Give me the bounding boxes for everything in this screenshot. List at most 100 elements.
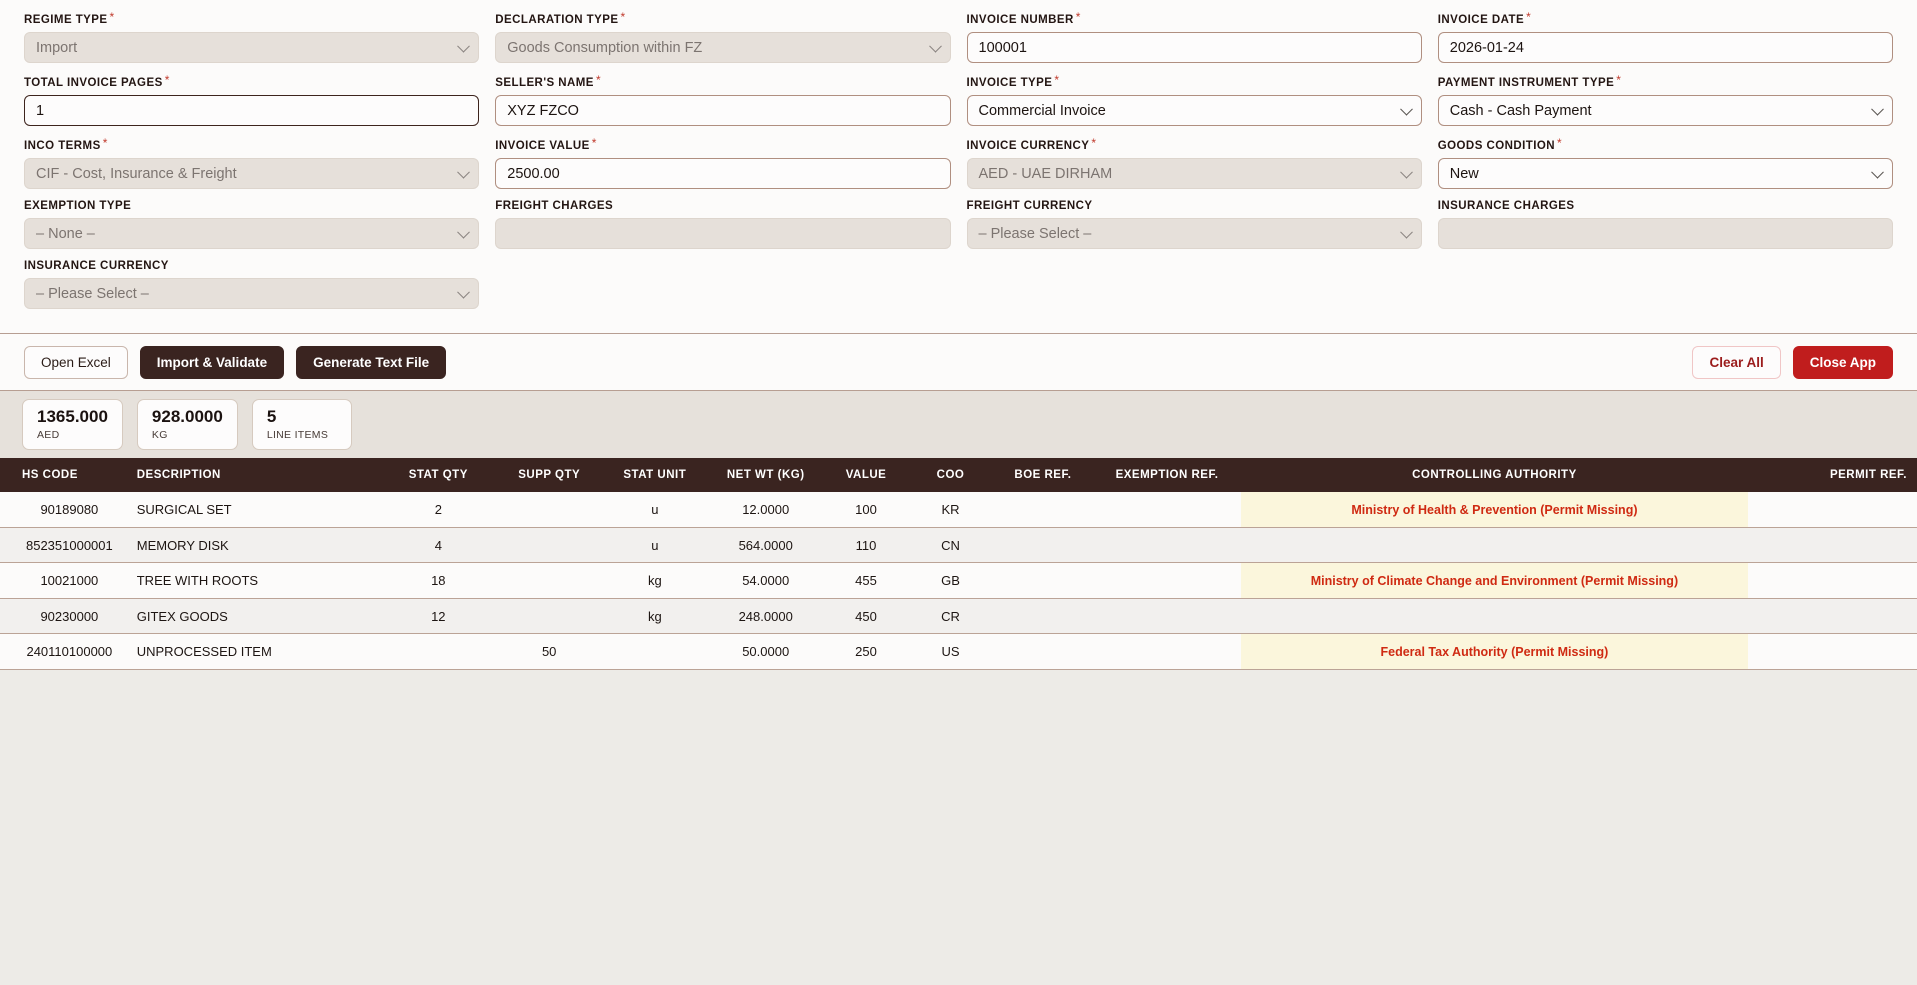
- cell-coo: US: [908, 633, 993, 670]
- column-header[interactable]: CONTROLLING AUTHORITY: [1240, 458, 1748, 492]
- table-row[interactable]: 90189080 SURGICAL SET 2 u 12.0000 100 KR Minist…: [0, 492, 1917, 528]
- cell-description: UNPROCESSED ITEM: [126, 633, 381, 670]
- required-asterisk: *: [591, 136, 597, 150]
- input-total-invoice-pages[interactable]: 1: [24, 95, 480, 126]
- column-header[interactable]: SUPP QTY: [496, 458, 602, 492]
- input-seller-s-name[interactable]: XYZ FZCO: [495, 95, 951, 126]
- cell-hs-code: 852351000001: [0, 527, 127, 563]
- field-label: INSURANCE CHARGES: [1437, 200, 1575, 212]
- cell-supp-qty: [496, 562, 602, 599]
- cell-value: 100: [823, 492, 909, 528]
- column-header[interactable]: COO: [908, 458, 993, 492]
- generate-text-file-button[interactable]: Generate Text File: [296, 345, 447, 379]
- required-asterisk: *: [620, 10, 626, 24]
- cell-controlling-authority: Ministry of Health & Prevention (Permit …: [1240, 492, 1748, 528]
- input-invoice-value[interactable]: 2500.00: [495, 158, 951, 189]
- cell-net-wt: 12.0000: [707, 492, 824, 528]
- field-label: INVOICE CURRENCY: [966, 140, 1090, 152]
- chevron-down-icon: [928, 39, 942, 53]
- form-field-regime-type: REGIME TYPE * Import: [24, 10, 480, 73]
- stat-value: 928.0000: [151, 407, 223, 426]
- cell-description: MEMORY DISK: [126, 527, 381, 563]
- column-header[interactable]: EXEMPTION REF.: [1093, 458, 1241, 492]
- form-field-inco-terms: INCO TERMS * CIF - Cost, Insurance & Freig…: [24, 136, 480, 199]
- select-goods-condition[interactable]: New: [1437, 158, 1893, 189]
- field-value: 1: [36, 102, 45, 119]
- form-field-freight-currency: FREIGHT CURRENCY – Please Select –: [966, 199, 1422, 259]
- column-header[interactable]: VALUE: [823, 458, 909, 492]
- input-invoice-number[interactable]: 100001: [966, 32, 1422, 63]
- cell-net-wt: 248.0000: [707, 598, 824, 634]
- form-field-declaration-type: DECLARATION TYPE * Goods Consumption withi…: [495, 10, 951, 73]
- cell-hs-code: 90189080: [0, 492, 127, 528]
- field-value: 2500.00: [507, 165, 560, 182]
- select-regime-type: Import: [24, 32, 480, 63]
- column-header[interactable]: STAT UNIT: [602, 458, 708, 492]
- field-value: Cash - Cash Payment: [1449, 102, 1592, 119]
- stat-value: 1365.000: [37, 407, 108, 426]
- input-invoice-date[interactable]: 2026-01-24: [1437, 32, 1893, 63]
- field-value: Commercial Invoice: [978, 102, 1106, 119]
- permit-missing-badge: Ministry of Climate Change and Environme…: [1240, 563, 1748, 598]
- field-value: AED - UAE DIRHAM: [978, 165, 1113, 182]
- table-row[interactable]: 852351000001 MEMORY DISK 4 u 564.0000 110 CN: [0, 527, 1917, 563]
- field-value: 2026-01-24: [1449, 39, 1524, 56]
- table-empty-space: [0, 670, 1917, 985]
- required-asterisk: *: [1616, 73, 1621, 87]
- cell-stat-qty: 2: [380, 492, 497, 528]
- chevron-down-icon: [1399, 102, 1413, 116]
- table-row[interactable]: 10021000 TREE WITH ROOTS 18 kg 54.0000 455 GB M…: [0, 562, 1917, 599]
- field-label: EXEMPTION TYPE: [24, 200, 132, 212]
- cell-boe-ref: [992, 527, 1094, 563]
- cell-coo: KR: [908, 492, 993, 528]
- chevron-down-icon: [1399, 225, 1413, 239]
- select-payment-instrument-type[interactable]: Cash - Cash Payment: [1437, 95, 1893, 126]
- cell-hs-code: 240110100000: [0, 633, 127, 670]
- form-field-total-invoice-pages: TOTAL INVOICE PAGES * 1: [24, 73, 480, 136]
- clear-all-button[interactable]: Clear All: [1692, 345, 1781, 379]
- field-label: INVOICE TYPE: [966, 77, 1053, 89]
- required-asterisk: *: [1054, 73, 1060, 87]
- column-header[interactable]: HS CODE: [0, 458, 127, 492]
- required-asterisk: *: [1526, 10, 1531, 24]
- form-field-invoice-value: INVOICE VALUE * 2500.00: [495, 136, 951, 199]
- cell-permit-ref: [1747, 633, 1917, 670]
- select-invoice-type[interactable]: Commercial Invoice: [966, 95, 1422, 126]
- required-asterisk: *: [164, 73, 170, 87]
- column-header[interactable]: NET WT (KG): [707, 458, 824, 492]
- field-label: FREIGHT CHARGES: [495, 200, 614, 212]
- column-header[interactable]: DESCRIPTION: [126, 458, 381, 492]
- cell-controlling-authority: Federal Tax Authority (Permit Missing): [1240, 633, 1748, 670]
- table-row[interactable]: 240110100000 UNPROCESSED ITEM 50 50.0000 250…: [0, 633, 1917, 670]
- field-value: – Please Select –: [36, 285, 149, 302]
- column-header[interactable]: PERMIT REF.: [1747, 458, 1917, 492]
- cell-controlling-authority: [1240, 527, 1748, 563]
- cell-stat-qty: 4: [380, 527, 497, 563]
- column-header[interactable]: BOE REF.: [992, 458, 1094, 492]
- chevron-down-icon: [1399, 165, 1413, 179]
- line-items-table-container: HS CODE DESCRIPTION STAT QTY SUPP QTY STAT U…: [0, 458, 1917, 985]
- required-asterisk: *: [109, 10, 115, 24]
- input-insurance-charges: [1437, 218, 1893, 249]
- field-label: SELLER'S NAME: [495, 77, 594, 89]
- cell-exemption-ref: [1093, 562, 1241, 599]
- import-validate-button[interactable]: Import & Validate: [139, 345, 285, 379]
- select-freight-currency: – Please Select –: [966, 218, 1422, 249]
- chevron-down-icon: [457, 285, 471, 299]
- table-body: 90189080 SURGICAL SET 2 u 12.0000 100 KR Minist…: [0, 492, 1917, 670]
- table-row[interactable]: 90230000 GITEX GOODS 12 kg 248.0000 450 CR: [0, 598, 1917, 634]
- stat-label: LINE ITEMS: [266, 429, 329, 441]
- column-header[interactable]: STAT QTY: [380, 458, 497, 492]
- field-value: 100001: [978, 39, 1027, 56]
- cell-boe-ref: [992, 633, 1094, 670]
- summary-stat-card: 5 LINE ITEMS: [251, 399, 352, 450]
- close-app-button[interactable]: Close App: [1792, 345, 1893, 379]
- cell-controlling-authority: Ministry of Climate Change and Environme…: [1240, 562, 1748, 599]
- open-excel-button[interactable]: Open Excel: [24, 345, 128, 379]
- cell-value: 110: [823, 527, 909, 563]
- chevron-down-icon: [1871, 102, 1884, 116]
- field-label: FREIGHT CURRENCY: [966, 200, 1093, 212]
- cell-description: TREE WITH ROOTS: [126, 562, 381, 599]
- cell-coo: CN: [908, 527, 993, 563]
